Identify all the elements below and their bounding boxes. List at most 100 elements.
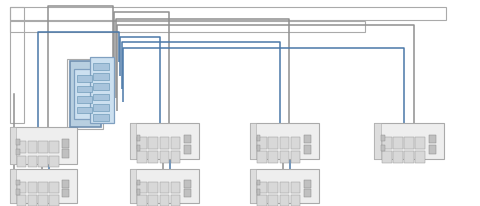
- Bar: [137, 152, 147, 163]
- Bar: [28, 195, 37, 206]
- Bar: [10, 128, 16, 164]
- Bar: [250, 169, 319, 203]
- Bar: [257, 182, 267, 193]
- Bar: [130, 169, 136, 203]
- Bar: [171, 182, 180, 193]
- Bar: [93, 74, 109, 80]
- Bar: [257, 195, 267, 206]
- Bar: [67, 60, 103, 130]
- Bar: [429, 135, 436, 144]
- Bar: [137, 195, 147, 206]
- Bar: [62, 149, 69, 158]
- Bar: [38, 195, 48, 206]
- Bar: [38, 141, 48, 153]
- Bar: [279, 152, 289, 163]
- Bar: [77, 76, 92, 82]
- Bar: [93, 84, 109, 91]
- Bar: [16, 180, 20, 186]
- Bar: [171, 152, 180, 163]
- Bar: [77, 107, 92, 114]
- Bar: [49, 182, 59, 193]
- Bar: [17, 182, 26, 193]
- Bar: [16, 139, 20, 145]
- Bar: [184, 180, 191, 188]
- Bar: [130, 169, 199, 203]
- Bar: [136, 180, 140, 186]
- Bar: [257, 152, 267, 163]
- Bar: [393, 152, 403, 163]
- Bar: [382, 137, 392, 149]
- Bar: [159, 182, 169, 193]
- Bar: [49, 195, 59, 206]
- Bar: [148, 137, 158, 149]
- Bar: [10, 169, 77, 203]
- Bar: [279, 195, 289, 206]
- Bar: [148, 195, 158, 206]
- Bar: [256, 145, 260, 151]
- Bar: [148, 182, 158, 193]
- Bar: [130, 124, 199, 160]
- Bar: [256, 189, 260, 195]
- Bar: [10, 169, 16, 203]
- Bar: [62, 139, 69, 148]
- Bar: [171, 195, 180, 206]
- Bar: [257, 137, 267, 149]
- Bar: [291, 152, 300, 163]
- Bar: [16, 189, 20, 195]
- Bar: [137, 182, 147, 193]
- Bar: [416, 152, 425, 163]
- Bar: [28, 182, 37, 193]
- Bar: [256, 180, 260, 186]
- Bar: [74, 70, 96, 119]
- Bar: [381, 145, 385, 151]
- Bar: [429, 145, 436, 154]
- Bar: [184, 145, 191, 154]
- Bar: [304, 145, 311, 154]
- Bar: [136, 145, 140, 151]
- Bar: [93, 104, 109, 111]
- Bar: [17, 195, 26, 206]
- Bar: [70, 62, 101, 128]
- Bar: [404, 152, 414, 163]
- Bar: [268, 137, 278, 149]
- Bar: [393, 137, 403, 149]
- Bar: [38, 182, 48, 193]
- Bar: [382, 152, 392, 163]
- Bar: [184, 189, 191, 198]
- Bar: [10, 8, 446, 21]
- Bar: [159, 152, 169, 163]
- Bar: [416, 137, 425, 149]
- Bar: [279, 182, 289, 193]
- Bar: [381, 135, 385, 141]
- Bar: [250, 124, 256, 160]
- Bar: [49, 156, 59, 167]
- Bar: [268, 195, 278, 206]
- Bar: [404, 137, 414, 149]
- Bar: [291, 137, 300, 149]
- Bar: [136, 135, 140, 141]
- Bar: [304, 180, 311, 188]
- Bar: [250, 169, 256, 203]
- Bar: [77, 86, 92, 93]
- Bar: [77, 97, 92, 103]
- Bar: [268, 182, 278, 193]
- Bar: [28, 156, 37, 167]
- Bar: [28, 141, 37, 153]
- Bar: [10, 128, 77, 164]
- Bar: [136, 189, 140, 195]
- Bar: [374, 124, 444, 160]
- Bar: [16, 149, 20, 155]
- Bar: [159, 195, 169, 206]
- Bar: [184, 135, 191, 144]
- Bar: [256, 135, 260, 141]
- Bar: [304, 135, 311, 144]
- Bar: [93, 64, 109, 70]
- Bar: [159, 137, 169, 149]
- Bar: [93, 115, 109, 121]
- Bar: [250, 124, 319, 160]
- Bar: [49, 141, 59, 153]
- Bar: [171, 137, 180, 149]
- Bar: [10, 22, 365, 33]
- Bar: [38, 156, 48, 167]
- Bar: [148, 152, 158, 163]
